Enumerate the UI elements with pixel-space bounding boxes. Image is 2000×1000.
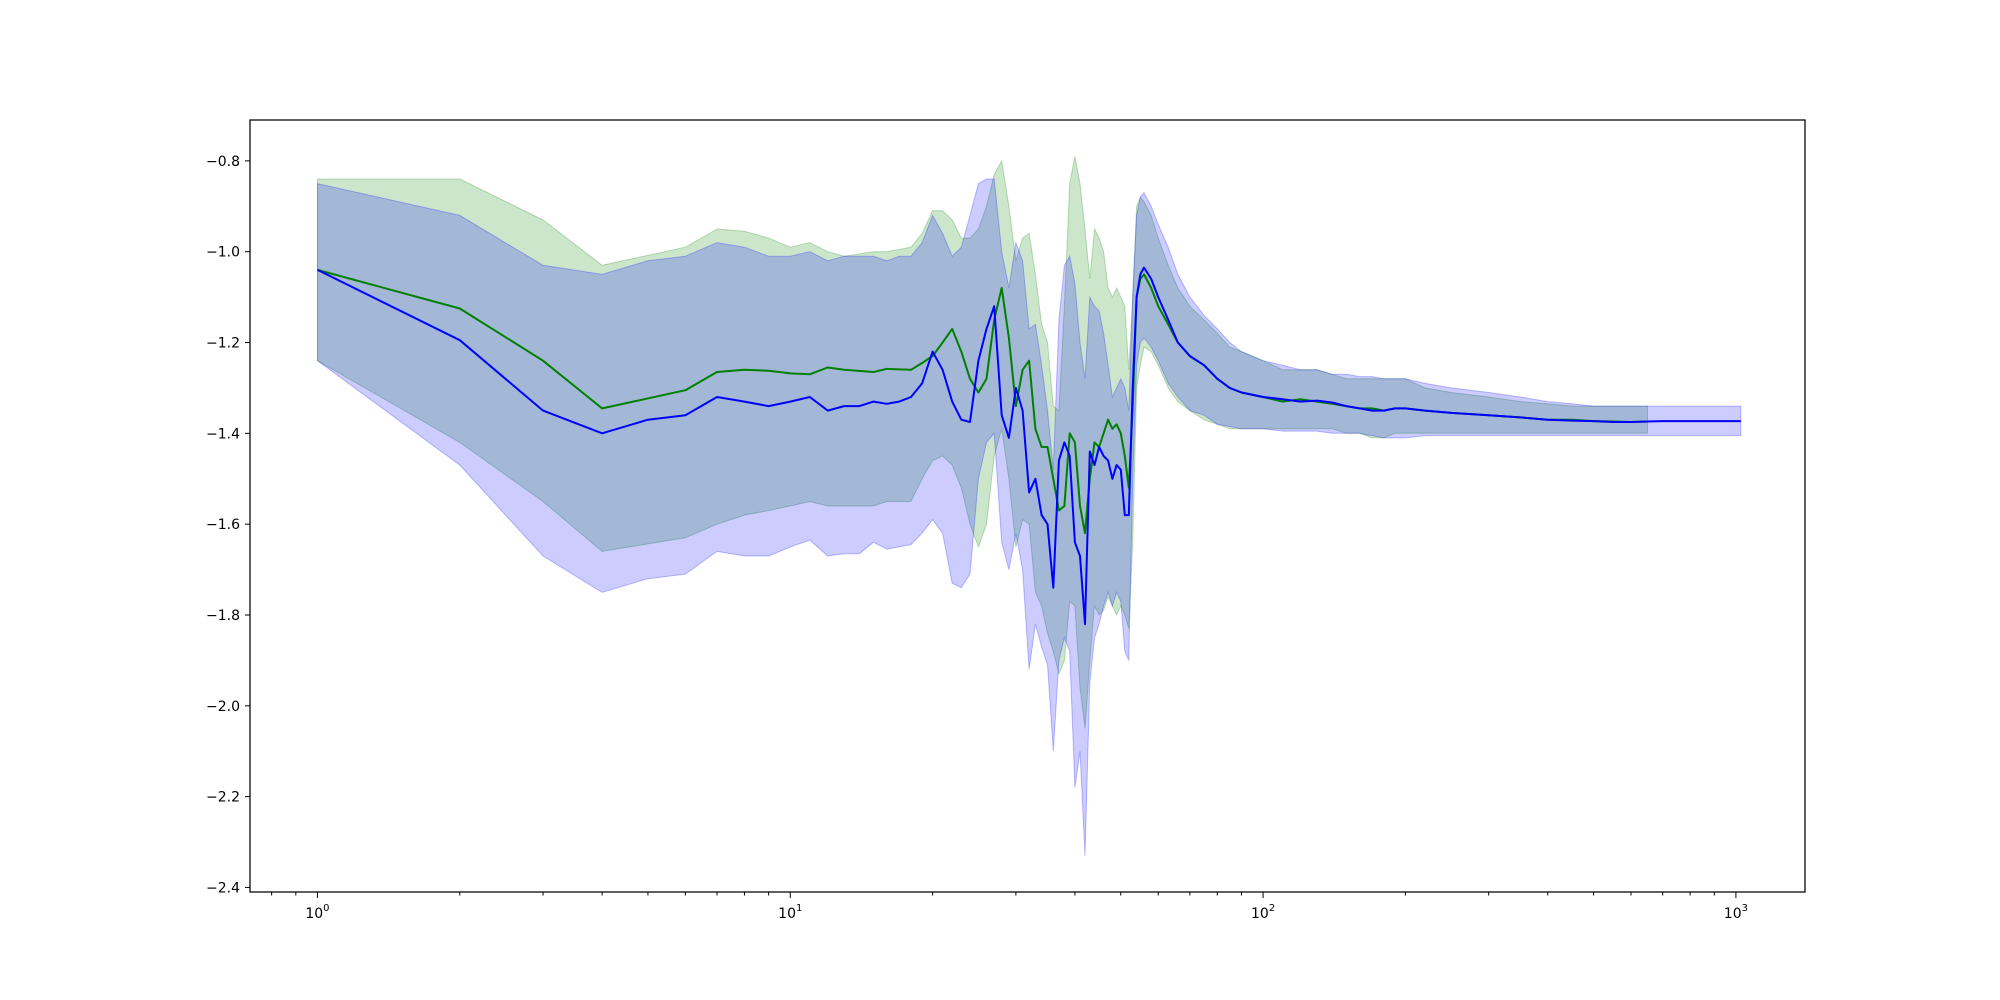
series-2-band [317, 178, 1742, 856]
series-1-band [317, 156, 1648, 729]
y-tick-label: −0.8 [206, 154, 240, 170]
confidence-bands [317, 156, 1742, 856]
y-tick-label: −1.4 [206, 426, 240, 442]
x-tick-base: 10 [1251, 906, 1269, 922]
x-tick-label: 101 [778, 903, 802, 922]
y-tick-label: −2.2 [206, 790, 240, 806]
x-tick-base: 10 [305, 906, 323, 922]
series-lines [317, 266, 1741, 626]
x-tick-exponent: 0 [323, 903, 329, 914]
y-tick-label: −1.6 [206, 517, 240, 533]
x-tick-exponent: 3 [1742, 903, 1748, 914]
x-tick-base: 10 [778, 906, 796, 922]
plot-frame [249, 119, 1806, 893]
y-tick-label: −2.0 [206, 699, 240, 715]
x-tick-exponent: 2 [1269, 903, 1275, 914]
x-tick-exponent: 1 [796, 903, 802, 914]
y-tick-label: −1.0 [206, 245, 240, 261]
x-tick-label: 100 [305, 903, 329, 922]
x-tick-label: 103 [1724, 903, 1748, 922]
series-2-line [317, 266, 1741, 626]
x-tick-base: 10 [1724, 906, 1742, 922]
x-axis: 100 101 102 103 [271, 892, 1748, 922]
y-tick-label: −1.2 [206, 336, 240, 352]
y-tick-label: −1.8 [206, 608, 240, 624]
y-tick-label: −2.4 [206, 880, 240, 896]
y-axis: −0.8 −1.0 −1.2 −1.4 −1.6 −1.8 −2.0 −2.2 −2.4 [206, 154, 250, 896]
x-tick-label: 102 [1251, 903, 1275, 922]
